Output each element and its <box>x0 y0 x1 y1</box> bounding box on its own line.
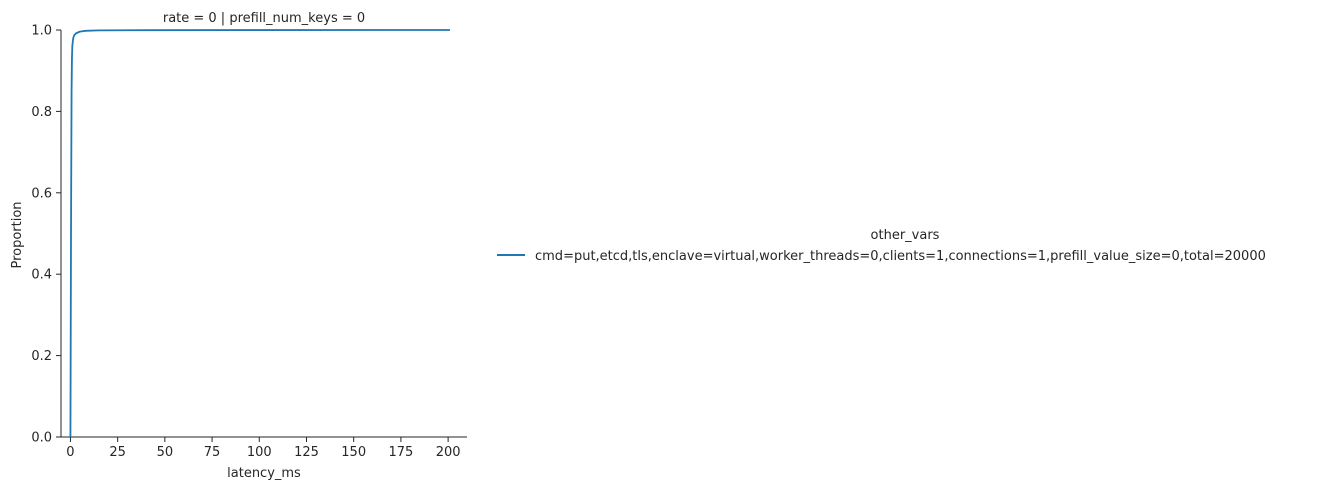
legend: other_vars cmd=put,etcd,tls,enclave=virt… <box>497 228 1266 264</box>
x-tick-label: 75 <box>204 445 221 460</box>
y-tick-label: 0.0 <box>31 431 52 446</box>
x-tick-label: 50 <box>157 445 174 460</box>
x-tick-label: 100 <box>247 445 272 460</box>
y-tick-label: 0.6 <box>31 186 52 201</box>
y-tick-label: 1.0 <box>31 24 52 39</box>
y-tick-label: 0.8 <box>31 105 52 120</box>
legend-entry-label: cmd=put,etcd,tls,enclave=virtual,worker_… <box>535 249 1266 264</box>
x-tick-label: 0 <box>66 445 74 460</box>
x-ticks: 0 25 50 75 100 125 150 175 200 <box>66 437 461 460</box>
y-ticks: 0.0 0.2 0.4 0.6 0.8 1.0 <box>31 24 61 446</box>
x-tick-label: 25 <box>109 445 126 460</box>
x-tick-label: 150 <box>341 445 366 460</box>
plot-area: 0 25 50 75 100 125 150 175 200 0.0 0.2 0.4 0.6 0.8 1.… <box>31 24 467 460</box>
x-tick-label: 125 <box>294 445 319 460</box>
y-tick-label: 0.4 <box>31 268 52 283</box>
y-axis-label: Proportion <box>10 201 25 268</box>
x-tick-label: 175 <box>388 445 413 460</box>
legend-title: other_vars <box>871 228 940 243</box>
chart-title: rate = 0 | prefill_num_keys = 0 <box>163 11 365 26</box>
series-line-0 <box>69 29 451 438</box>
series-layer <box>69 29 451 438</box>
x-tick-label: 200 <box>436 445 461 460</box>
x-axis-label: latency_ms <box>227 466 301 481</box>
y-tick-label: 0.2 <box>31 349 52 364</box>
